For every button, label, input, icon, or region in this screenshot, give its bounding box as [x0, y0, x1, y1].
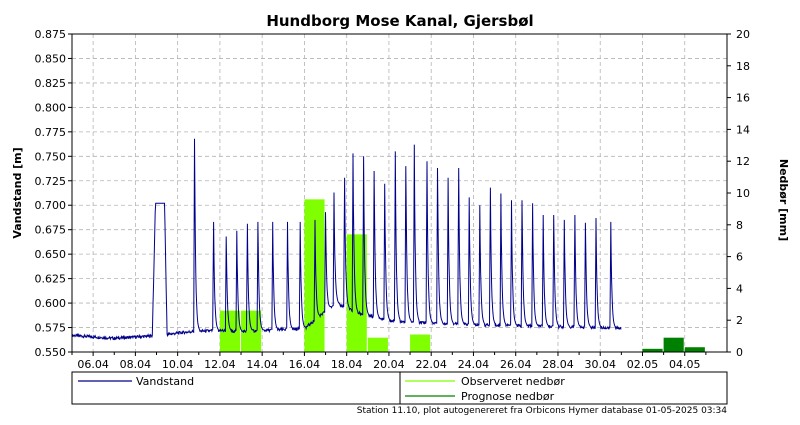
y-tick-label: 0.625 — [35, 273, 67, 286]
y2-tick-label: 14 — [736, 123, 750, 136]
x-tick-label: 06.04 — [77, 358, 109, 371]
legend-item-prognose: Prognose nedbør — [461, 390, 555, 403]
y2-tick-label: 4 — [736, 282, 743, 295]
y2-tick-label: 0 — [736, 346, 743, 359]
x-tick-label: 22.04 — [415, 358, 447, 371]
x-tick-label: 30.04 — [584, 358, 616, 371]
bar — [367, 337, 388, 352]
bar — [241, 310, 262, 352]
left-axis-label: Vandstand [m] — [11, 147, 24, 238]
bar — [663, 337, 684, 352]
plot-frame — [71, 33, 728, 353]
left-axis-ticks: 0.550 0.575 0.600 0.625 0.650 0.675 0.700 0.725… — [35, 28, 72, 359]
y-tick-label: 0.750 — [35, 150, 67, 163]
y-tick-label: 0.825 — [35, 77, 67, 90]
grid — [72, 33, 727, 353]
x-tick-label: 18.04 — [331, 358, 363, 371]
x-tick-label: 12.04 — [204, 358, 236, 371]
y2-tick-label: 8 — [736, 219, 743, 232]
y-tick-label: 0.725 — [35, 175, 67, 188]
y-tick-label: 0.850 — [35, 52, 67, 65]
bar — [642, 348, 663, 352]
legend-item-observeret: Observeret nedbør — [461, 375, 565, 388]
x-axis-ticks: 06.04 08.04 10.04 12.04 14.04 16.04 18.04 20.04… — [71, 352, 707, 371]
legend: Vandstand Observeret nedbør Prognose ned… — [71, 371, 728, 405]
series-line-vandstand — [71, 138, 622, 341]
x-tick-label: 10.04 — [162, 358, 194, 371]
bar — [684, 347, 705, 352]
y-tick-label: 0.675 — [35, 224, 67, 237]
x-tick-label: 08.04 — [120, 358, 152, 371]
x-tick-label: 24.04 — [458, 358, 490, 371]
bar — [410, 334, 431, 352]
y-tick-label: 0.600 — [35, 297, 67, 310]
y-tick-label: 0.575 — [35, 322, 67, 335]
chart-title: Hundborg Mose Kanal, Gjersbøl — [266, 12, 533, 30]
x-tick-label: 20.04 — [373, 358, 405, 371]
y-tick-label: 0.550 — [35, 346, 67, 359]
x-tick-label: 14.04 — [246, 358, 278, 371]
y2-tick-label: 2 — [736, 314, 743, 327]
y2-tick-label: 12 — [736, 155, 750, 168]
right-axis-label: Nedbør [mm] — [777, 159, 790, 241]
x-tick-label: 04.05 — [669, 358, 701, 371]
x-tick-label: 28.04 — [542, 358, 574, 371]
y-tick-label: 0.775 — [35, 126, 67, 139]
y-tick-label: 0.700 — [35, 199, 67, 212]
y-tick-label: 0.800 — [35, 101, 67, 114]
y-tick-label: 0.650 — [35, 248, 67, 261]
y2-tick-label: 18 — [736, 60, 750, 73]
x-tick-label: 02.05 — [627, 358, 659, 371]
x-tick-label: 26.04 — [500, 358, 532, 371]
water-level-line — [71, 138, 622, 341]
legend-item-vandstand: Vandstand — [136, 375, 194, 388]
bar — [219, 310, 241, 352]
y-tick-label: 0.875 — [35, 28, 67, 41]
y2-tick-label: 16 — [736, 92, 750, 105]
x-tick-label: 16.04 — [289, 358, 321, 371]
bar — [346, 234, 367, 352]
right-axis-ticks: 0 2 4 6 8 10 12 14 16 18 20 — [727, 28, 750, 359]
y2-tick-label: 10 — [736, 187, 750, 200]
y2-tick-label: 6 — [736, 251, 743, 264]
y2-tick-label: 20 — [736, 28, 750, 41]
footer-note: Station 11.10, plot autogenereret fra Or… — [357, 406, 728, 416]
